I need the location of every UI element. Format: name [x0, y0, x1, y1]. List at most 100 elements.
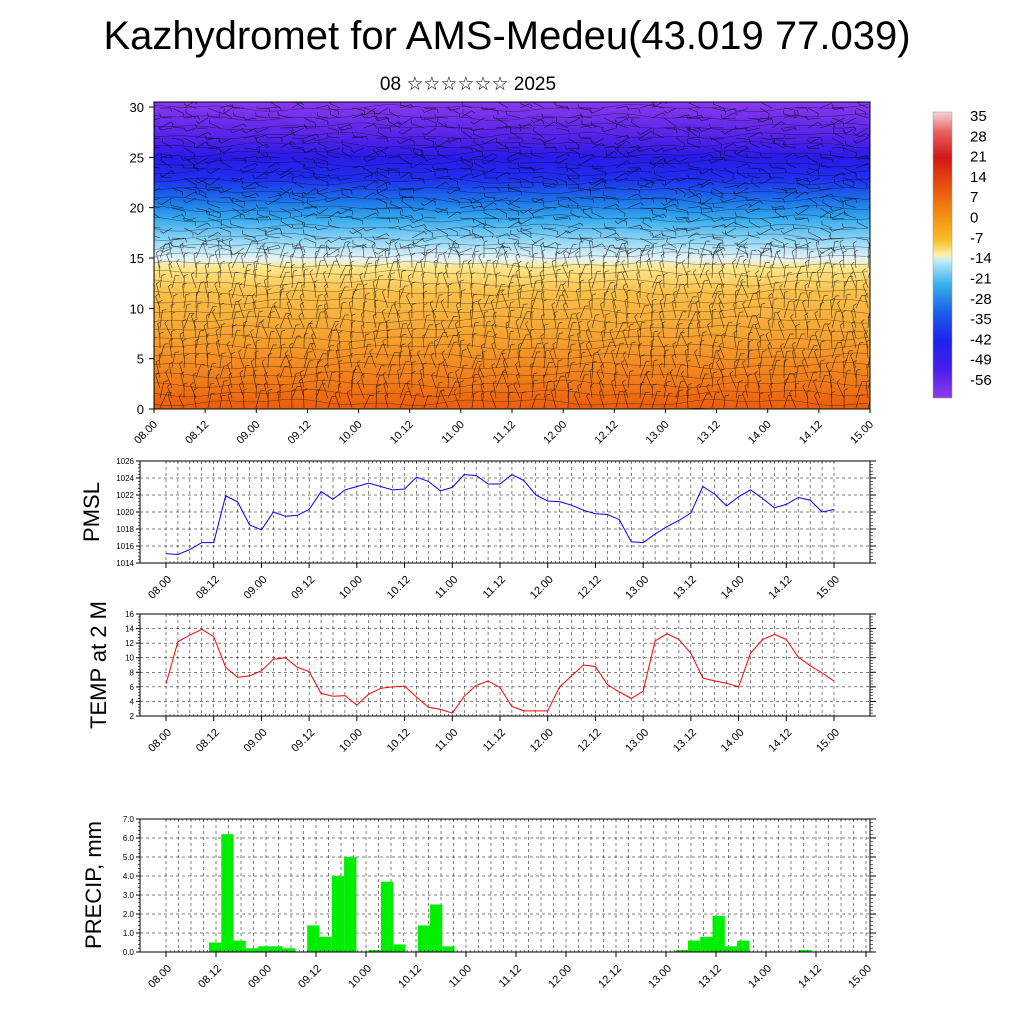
y-tick-label: 0.0	[123, 948, 135, 957]
cross-section-y-axis: 0 5 10 15 20 25 30	[130, 100, 154, 417]
precip-bar	[700, 936, 713, 952]
y-tick-label: 15	[130, 251, 144, 266]
precip-bar	[307, 925, 320, 952]
cross-section-panel: 0 5 10 15 20 25 30 08.00 08.12 09.00 09.12 10.00 10…	[130, 100, 877, 447]
x-tick-label: 13.12	[671, 574, 699, 602]
temp-frame	[139, 613, 871, 717]
x-tick-label: 11.00	[433, 574, 460, 601]
x-tick-label: 08.12	[194, 574, 222, 602]
x-tick-label: 14.12	[796, 963, 824, 991]
y-tick-label: 4.0	[123, 872, 135, 881]
contour-line	[154, 324, 869, 333]
x-tick-label: 10.00	[346, 963, 374, 991]
contour-line	[154, 150, 869, 158]
contour-line	[154, 306, 869, 315]
precip-bar	[798, 950, 811, 952]
contour-line	[154, 380, 869, 388]
chart-subtitle: 08 ☆☆☆☆☆☆ 2025	[379, 74, 557, 95]
x-tick-label: 13.12	[671, 727, 699, 755]
pmsl-series-line	[165, 474, 835, 556]
y-tick-label: 1018	[116, 525, 134, 534]
y-tick-label: 16	[125, 610, 134, 619]
x-tick-label: 12.00	[528, 574, 556, 602]
y-tick-label: 7.0	[123, 815, 135, 824]
x-tick-label: 14.00	[746, 419, 774, 447]
temp-grid	[140, 613, 870, 717]
x-tick-label: 12.12	[596, 963, 624, 991]
x-tick-label: 15.00	[814, 574, 842, 602]
contour-line	[154, 196, 869, 204]
colorbar-label: -49	[970, 352, 992, 369]
x-tick-label: 09.12	[289, 574, 317, 602]
precip-bars	[209, 834, 811, 952]
wind-barbs	[154, 102, 870, 409]
y-tick-label: 1020	[116, 508, 134, 517]
x-tick-label: 11.12	[481, 574, 508, 601]
x-tick-label: 09.00	[246, 963, 274, 991]
x-tick-label: 13.00	[623, 574, 651, 602]
x-tick-label: 14.12	[797, 419, 825, 447]
x-tick-label: 10.00	[337, 419, 365, 447]
x-tick-label: 13.00	[623, 727, 651, 755]
colorbar-label: 35	[970, 108, 987, 125]
y-tick-label: 0	[137, 402, 144, 417]
x-tick-label: 12.12	[576, 574, 604, 602]
precip-bar	[380, 881, 394, 952]
colorbar-label: 14	[970, 169, 987, 186]
x-tick-label: 11.00	[440, 419, 467, 446]
x-tick-label: 08.00	[146, 963, 174, 991]
x-tick-label: 15.00	[814, 727, 842, 755]
temp-panel: 2 4 6 8 10 12 14 16 08.00 08.12 09.00 09.12 10.00 10.…	[86, 601, 876, 755]
contour-line	[154, 398, 869, 407]
precip-bar	[724, 946, 738, 952]
colorbar-label: -56	[970, 372, 992, 389]
x-tick-label: 13.00	[644, 419, 672, 447]
contour-line	[154, 168, 869, 177]
contour-line	[154, 141, 869, 149]
pmsl-panel: 1014 1016 1018 1020 1022 1024 1026 08.00 08.12 09…	[79, 457, 876, 602]
contour-line	[154, 122, 869, 131]
x-tick-label: 15.00	[848, 419, 876, 447]
colorbar-gradient	[932, 111, 953, 399]
precip-bar	[319, 936, 332, 952]
y-tick-label: 1.0	[123, 929, 135, 938]
y-tick-label: 12	[125, 639, 134, 648]
y-tick-label: 10	[130, 301, 144, 316]
colorbar-label: -7	[970, 230, 983, 247]
contour-line	[154, 205, 868, 213]
x-tick-label: 14.00	[746, 963, 774, 991]
x-tick-label: 10.12	[385, 574, 413, 602]
x-tick-label: 10.12	[396, 963, 424, 991]
x-tick-label: 10.12	[385, 727, 413, 755]
temp-y-axis-label: TEMP at 2 M	[86, 601, 111, 729]
x-tick-label: 12.00	[541, 419, 569, 447]
y-tick-label: 1016	[116, 542, 134, 551]
x-tick-label: 11.00	[433, 727, 460, 754]
contour-line	[154, 187, 869, 195]
y-tick-label: 8	[130, 668, 135, 677]
precip-bar	[270, 946, 283, 952]
y-tick-label: 5.0	[123, 853, 135, 862]
precip-bar	[737, 940, 750, 952]
y-tick-label: 1014	[116, 559, 134, 568]
x-tick-label: 11.00	[447, 963, 474, 990]
y-tick-label: 30	[130, 100, 144, 115]
cross-section-x-axis: 08.00 08.12 09.00 09.12 10.00 10.12 11.00 11.12…	[132, 409, 876, 447]
contour-line	[154, 343, 869, 351]
x-tick-label: 08.12	[196, 963, 224, 991]
colorbar-label: -21	[970, 270, 992, 287]
contour-line	[154, 223, 869, 232]
y-tick-label: 25	[130, 150, 144, 165]
precip-bar	[209, 942, 222, 952]
x-tick-label: 09.00	[242, 574, 270, 602]
contour-line	[154, 334, 869, 342]
precip-bar	[687, 940, 701, 952]
contour-line	[154, 288, 869, 296]
y-tick-label: 2	[130, 712, 135, 721]
x-tick-label: 08.00	[146, 727, 174, 755]
x-tick-label: 09.12	[296, 963, 324, 991]
colorbar-label: 0	[970, 210, 978, 227]
precip-bar	[442, 946, 455, 952]
x-tick-label: 11.12	[491, 419, 518, 446]
